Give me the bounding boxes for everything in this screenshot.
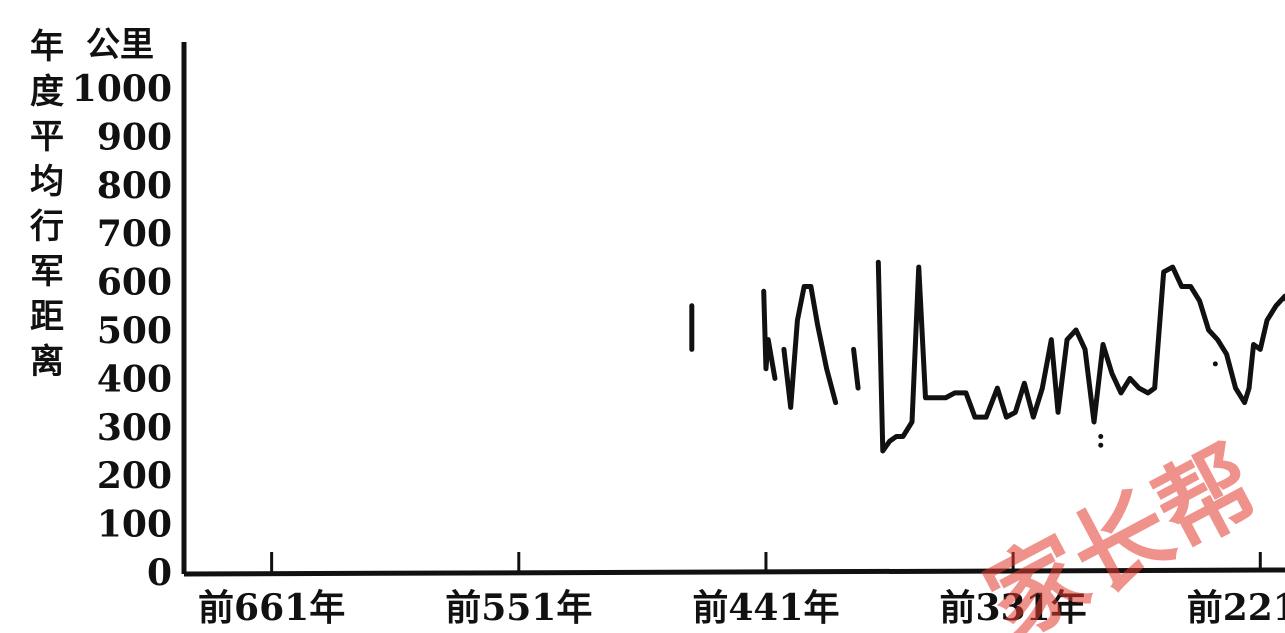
series-line-segment: [761, 288, 778, 381]
y-axis-label-char: 均: [30, 162, 64, 202]
x-tick-label: 前441年: [692, 587, 839, 629]
y-axis-label-char: 军: [30, 252, 64, 292]
series-line-segment: [781, 283, 839, 410]
y-tick-label: 600: [97, 262, 172, 304]
x-tick-label: 前661年: [198, 587, 345, 629]
y-axis-label-char: 年: [30, 27, 64, 67]
x-tick-label: 前331年: [940, 587, 1087, 629]
y-tick-label: 100: [97, 504, 172, 546]
data-point: [1212, 361, 1218, 367]
y-axis-label-char: 平: [30, 117, 64, 157]
series-line-segment: [875, 259, 1285, 454]
y-ticks: 0 100 200 300 400 500 600 700 800 900 1000: [72, 68, 172, 594]
y-axis-unit: 公里: [86, 25, 154, 65]
x-tick-label: 前221年: [1187, 587, 1285, 629]
data-point: [1098, 442, 1104, 448]
y-tick-label: 300: [97, 407, 172, 449]
y-tick-label: 400: [97, 358, 172, 400]
y-axis-label-char: 度: [30, 72, 64, 112]
y-tick-label: 1000: [72, 68, 172, 110]
y-axis-label-char: 距: [30, 297, 64, 337]
y-tick-label: 800: [97, 165, 172, 207]
series-group: [689, 259, 1285, 454]
stray-points: [1098, 361, 1218, 448]
x-tick-label: 前551年: [445, 587, 592, 629]
y-tick-label: 500: [97, 310, 172, 352]
x-ticks: 前661年 前551年 前441年 前331年 前221年: [198, 552, 1285, 629]
y-tick-label: 200: [97, 455, 172, 497]
data-point: [1098, 433, 1104, 439]
x-axis-line: [183, 567, 1285, 577]
y-tick-label: 900: [97, 116, 172, 158]
y-tick-label: 700: [97, 213, 172, 255]
y-axis-label-char: 离: [30, 342, 64, 382]
series-line-segment: [851, 346, 861, 391]
y-axis-label-char: 行: [30, 207, 64, 247]
y-tick-label: 0: [147, 552, 172, 594]
